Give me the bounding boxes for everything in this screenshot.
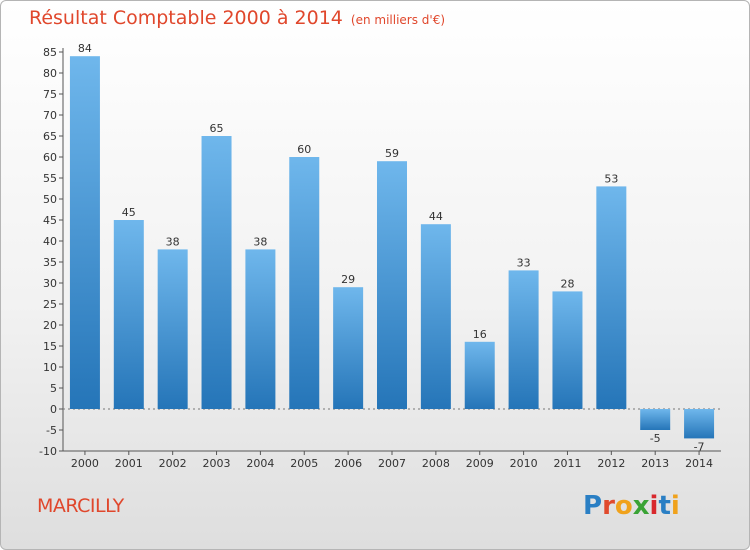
bar-2007 <box>377 161 407 409</box>
y-tick-label: 45 <box>43 214 57 227</box>
y-tick-label: -5 <box>46 424 57 437</box>
y-tick-label: 80 <box>43 67 57 80</box>
bar-2012 <box>596 186 627 409</box>
y-tick-label: 15 <box>43 340 57 353</box>
y-tick-label: 75 <box>43 88 57 101</box>
x-tick-label: 2014 <box>685 457 713 470</box>
x-tick-label: 2003 <box>203 457 231 470</box>
bar-value-label: 45 <box>122 206 136 219</box>
x-tick-label: 2007 <box>378 457 406 470</box>
bar-2006 <box>333 287 364 409</box>
y-tick-label: 85 <box>43 46 57 59</box>
bar-value-label: -5 <box>650 432 661 445</box>
bar-2008 <box>420 224 451 409</box>
bar-2009 <box>464 341 495 409</box>
x-tick-label: 2010 <box>510 457 538 470</box>
bar-2002 <box>157 249 188 409</box>
y-tick-label: 30 <box>43 277 57 290</box>
x-tick-label: 2012 <box>597 457 625 470</box>
y-tick-label: 55 <box>43 172 57 185</box>
y-tick-label: 10 <box>43 361 57 374</box>
y-tick-label: 20 <box>43 319 57 332</box>
y-tick-label: 5 <box>50 382 57 395</box>
logo-letter: i <box>649 491 659 521</box>
bar-value-label: 60 <box>297 143 311 156</box>
bars <box>69 56 715 439</box>
axes: -10 -5 0 5 10 15 20 25 30 35 40 45 50 55 60 65 70 75 80 85 <box>39 46 721 458</box>
x-tick-label: 2013 <box>641 457 669 470</box>
bar-value-label: 44 <box>429 210 443 223</box>
bar-value-label: 33 <box>517 256 531 269</box>
bar-2013 <box>640 409 671 430</box>
bar-2014 <box>684 409 715 439</box>
y-tick-label: 50 <box>43 193 57 206</box>
logo-letter: t <box>658 491 671 521</box>
labels: 2000 84 2001 45 2002 38 2003 65 2004 38 2005 60 2006… <box>71 42 713 470</box>
chart-subtitle: (en milliers d'€) <box>350 13 446 27</box>
bar-2005 <box>289 157 320 409</box>
x-tick-label: 2008 <box>422 457 450 470</box>
y-tick-label: -10 <box>39 445 57 458</box>
bar-2003 <box>201 136 232 409</box>
bar-value-label: 28 <box>560 277 574 290</box>
bar-2000 <box>69 56 100 409</box>
bar-2011 <box>552 291 583 409</box>
logo-letter: r <box>602 491 615 521</box>
bar-value-label: 38 <box>166 235 180 248</box>
bar-value-label: 16 <box>473 328 487 341</box>
y-tick-label: 65 <box>43 130 57 143</box>
bar-value-label: 59 <box>385 147 399 160</box>
bar-value-label: 84 <box>78 42 92 55</box>
bar-2001 <box>113 220 144 409</box>
proxiti-logo: Proxiti <box>583 491 680 521</box>
logo-letter: i <box>670 491 680 521</box>
x-tick-label: 2002 <box>159 457 187 470</box>
chart-title-text: Résultat Comptable 2000 à 2014 <box>29 7 343 29</box>
y-tick-label: 70 <box>43 109 57 122</box>
chart-title: Résultat Comptable 2000 à 2014 (en millie… <box>29 7 445 29</box>
x-tick-label: 2006 <box>334 457 362 470</box>
x-tick-label: 2001 <box>115 457 143 470</box>
logo-letter: P <box>583 491 603 521</box>
y-tick-label: 35 <box>43 256 57 269</box>
x-tick-label: 2009 <box>466 457 494 470</box>
bar-value-label: 53 <box>604 172 618 185</box>
x-tick-label: 2000 <box>71 457 99 470</box>
logo-letter: o <box>614 491 633 521</box>
y-tick-label: 0 <box>50 403 57 416</box>
bar-value-label: 65 <box>210 122 224 135</box>
bar-value-label: 29 <box>341 273 355 286</box>
bar-value-label: 38 <box>253 235 267 248</box>
x-tick-label: 2005 <box>290 457 318 470</box>
y-tick-label: 60 <box>43 151 57 164</box>
bar-2010 <box>508 270 539 409</box>
bar-2004 <box>245 249 276 409</box>
bar-value-label: -7 <box>694 440 705 453</box>
y-tick-label: 40 <box>43 235 57 248</box>
logo-letter: x <box>632 491 650 521</box>
x-tick-label: 2004 <box>246 457 274 470</box>
y-tick-label: 25 <box>43 298 57 311</box>
location-label: MARCILLY <box>37 495 124 517</box>
x-tick-label: 2011 <box>553 457 581 470</box>
